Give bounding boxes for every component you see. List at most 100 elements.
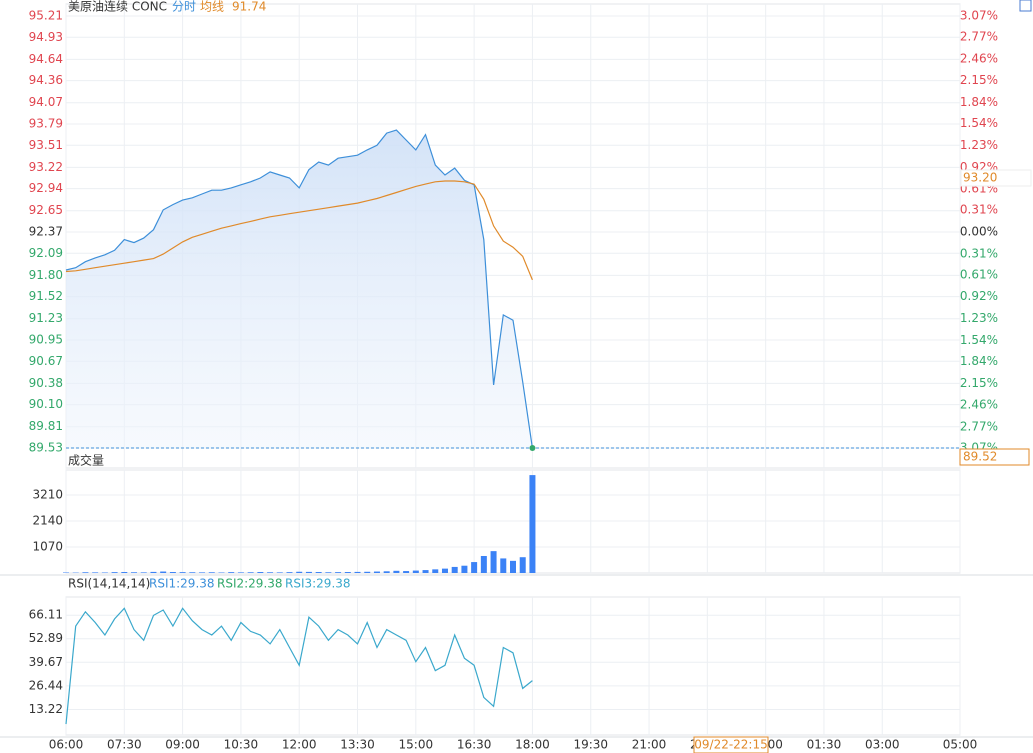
volume-bar: [519, 557, 526, 573]
y-tick-label: 92.65: [29, 203, 63, 217]
volume-bar: [131, 572, 138, 573]
y-tick-label: 90.67: [29, 354, 63, 368]
y2-tick-label: 1.54%: [960, 116, 998, 130]
volume-bar: [296, 571, 303, 573]
last-point: [529, 445, 536, 451]
rsi-panel: [65, 596, 961, 736]
expand-icon[interactable]: [1019, 0, 1032, 12]
y-tick-label: 91.52: [29, 289, 63, 303]
volume-bar: [373, 571, 380, 573]
x-tick-label: 16:30: [457, 738, 492, 752]
x-tick-label: 03:00: [865, 738, 900, 752]
y2-tick-label: 1.84%: [960, 95, 998, 109]
volume-bar: [111, 572, 118, 573]
y-tick-label: 39.67: [29, 655, 63, 669]
volume-bar: [82, 572, 89, 573]
line: [65, 180, 533, 281]
volume-bar: [199, 572, 206, 573]
legend-entry: 均线: [200, 0, 224, 14]
x-tick-label: 06:00: [49, 738, 84, 752]
volume-title: 成交量: [68, 453, 104, 468]
y-tick-label: 90.38: [29, 376, 63, 390]
y2-tick-label: 2.15%: [960, 73, 998, 87]
volume-bar: [189, 572, 196, 573]
y-tick-label: 3210: [32, 488, 63, 502]
y2-tick-label: 0.31%: [960, 246, 998, 260]
y-tick-label: 2140: [32, 514, 63, 528]
line: [65, 129, 533, 449]
volume-bar: [335, 572, 342, 573]
volume-bar: [92, 572, 99, 573]
y2-tick-label: 0.92%: [960, 289, 998, 303]
tooltip-box: [693, 736, 769, 753]
volume-bar: [432, 569, 439, 573]
volume-bar: [441, 568, 448, 573]
x-tick-label: 10:30: [224, 738, 259, 752]
y-tick-label: 92.94: [29, 181, 63, 195]
y2-tick-label: 2.46%: [960, 398, 998, 412]
volume-bar: [179, 572, 186, 573]
y2-tick-label: 0.00%: [960, 225, 998, 239]
crosshair-label: 93.20: [963, 171, 997, 185]
y-tick-label: 92.09: [29, 246, 63, 260]
x-tick-label: 01:30: [807, 738, 842, 752]
y-tick-label: 91.80: [29, 268, 63, 282]
y-tick-label: 92.37: [29, 225, 63, 239]
x-tick-label: 13:30: [340, 738, 375, 752]
volume-bar: [403, 571, 410, 573]
y-tick-label: 91.23: [29, 311, 63, 325]
y-tick-label: 89.81: [29, 419, 63, 433]
volume-bar: [364, 571, 371, 573]
y-tick-label: 94.36: [29, 73, 63, 87]
volume-bar: [208, 572, 215, 573]
y-tick-label: 52.89: [29, 631, 63, 645]
legend-entry: 分时: [172, 0, 196, 14]
y2-tick-label: 1.84%: [960, 354, 998, 368]
volume-bar: [267, 572, 274, 573]
y-tick-label: 93.51: [29, 138, 63, 152]
x-tick-label: 07:30: [107, 738, 142, 752]
crosshair-label-box: [960, 169, 1032, 187]
y2-tick-label: 3.07%: [960, 9, 998, 23]
volume-bar: [422, 570, 429, 573]
volume-bar: [500, 558, 507, 573]
y2-tick-label: 0.61%: [960, 267, 998, 281]
volume-bar: [383, 571, 390, 573]
y-tick-label: 89.53: [29, 441, 63, 455]
volume-bar: [237, 572, 244, 573]
x-tick-label: 18:00: [515, 738, 550, 752]
x-tick-label: 15:00: [399, 738, 434, 752]
y-tick-label: 93.22: [29, 160, 63, 174]
volume-bar: [169, 572, 176, 573]
volume-bar: [305, 571, 312, 573]
y-tick-label: 94.07: [29, 95, 63, 109]
volume-bar: [150, 571, 157, 573]
y2-tick-label: 1.23%: [960, 311, 998, 325]
volume-bar: [451, 566, 458, 573]
volume-bar: [160, 571, 167, 573]
volume-bar: [471, 562, 478, 573]
y-tick-label: 94.64: [29, 52, 63, 66]
y-tick-label: 94.93: [29, 30, 63, 44]
y-tick-label: 26.44: [29, 678, 63, 692]
volume-bar: [276, 572, 283, 573]
area: [66, 130, 533, 448]
volume-bar: [228, 572, 235, 573]
volume-bar: [325, 572, 332, 573]
volume-bar: [490, 551, 497, 573]
y2-tick-label: 2.77%: [960, 419, 998, 433]
y-tick-label: 93.79: [29, 117, 63, 131]
volume-bar: [510, 560, 516, 573]
y2-tick-label: 1.23%: [960, 138, 998, 152]
volume-bar: [412, 570, 419, 573]
volume-bar: [286, 572, 293, 573]
legend-entry: RSI1:29.38: [149, 577, 215, 591]
volume-bar: [461, 565, 468, 573]
y-tick-label: 13.22: [29, 702, 63, 716]
volume-bar: [344, 572, 351, 573]
avg-value: 91.74: [232, 0, 266, 14]
y2-tick-label: 2.46%: [960, 51, 998, 65]
y-tick-label: 90.10: [29, 397, 63, 411]
tooltip: 09/22-22:15: [694, 738, 768, 752]
